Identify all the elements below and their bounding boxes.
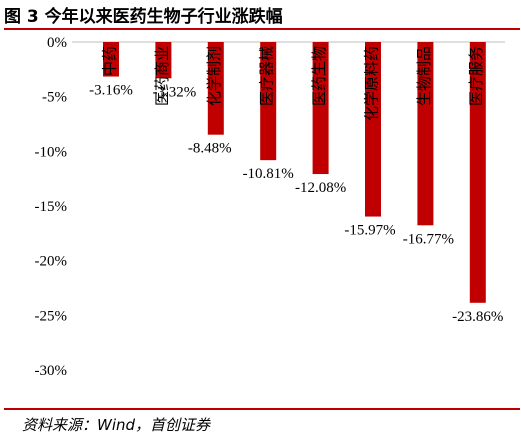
value-label: -16.77%: [403, 231, 454, 247]
category-label: 化学制剂: [206, 46, 223, 106]
value-label: -12.08%: [295, 180, 346, 196]
bar: [155, 42, 172, 79]
y-tick-label: -10%: [35, 144, 68, 160]
category-label: 生物制品: [416, 46, 433, 106]
category-label: 医药生物: [311, 46, 328, 106]
y-tick-label: -5%: [42, 90, 67, 106]
title-rule: [4, 28, 520, 30]
category-labels: 中药 医药商业 化学制剂 医疗器械 医药生物 化学原料药 生物制品 医疗服务: [101, 46, 485, 121]
y-tick-label: 0%: [47, 35, 67, 51]
footer-rule: [4, 408, 520, 410]
category-label: 中药: [101, 46, 118, 76]
source-note: 资料来源：Wind，首创证券: [22, 416, 211, 434]
y-axis: 0% -5% -10% -15% -20% -25% -30%: [35, 35, 68, 379]
bar: [312, 42, 329, 175]
bar: [417, 42, 434, 226]
bar: [469, 42, 486, 303]
y-tick-label: -30%: [35, 363, 68, 379]
y-tick-label: -20%: [35, 254, 68, 270]
category-label: 医疗服务: [468, 46, 485, 106]
bar: [365, 42, 381, 217]
y-tick-label: -25%: [35, 308, 68, 324]
value-label: -10.81%: [243, 166, 294, 182]
category-label: 医疗器械: [259, 46, 276, 106]
value-label: -23.86%: [452, 309, 503, 325]
value-label: -15.97%: [344, 223, 395, 239]
value-label: -3.16%: [89, 83, 133, 99]
value-label: -3.32%: [153, 84, 197, 100]
category-label: 化学原料药: [363, 46, 380, 121]
bars: [103, 42, 486, 303]
bar: [207, 42, 224, 135]
category-label: 医药商业: [154, 46, 171, 106]
bar: [260, 42, 277, 161]
value-labels: -3.16% -3.32%-8.48%-10.81%-12.08%-15.97%-…: [89, 83, 503, 325]
figure-title: 图 3 今年以来医药生物子行业涨跌幅: [4, 7, 283, 27]
y-tick-label: -15%: [35, 199, 68, 215]
bar: [103, 42, 119, 77]
value-label: -8.48%: [188, 141, 232, 157]
